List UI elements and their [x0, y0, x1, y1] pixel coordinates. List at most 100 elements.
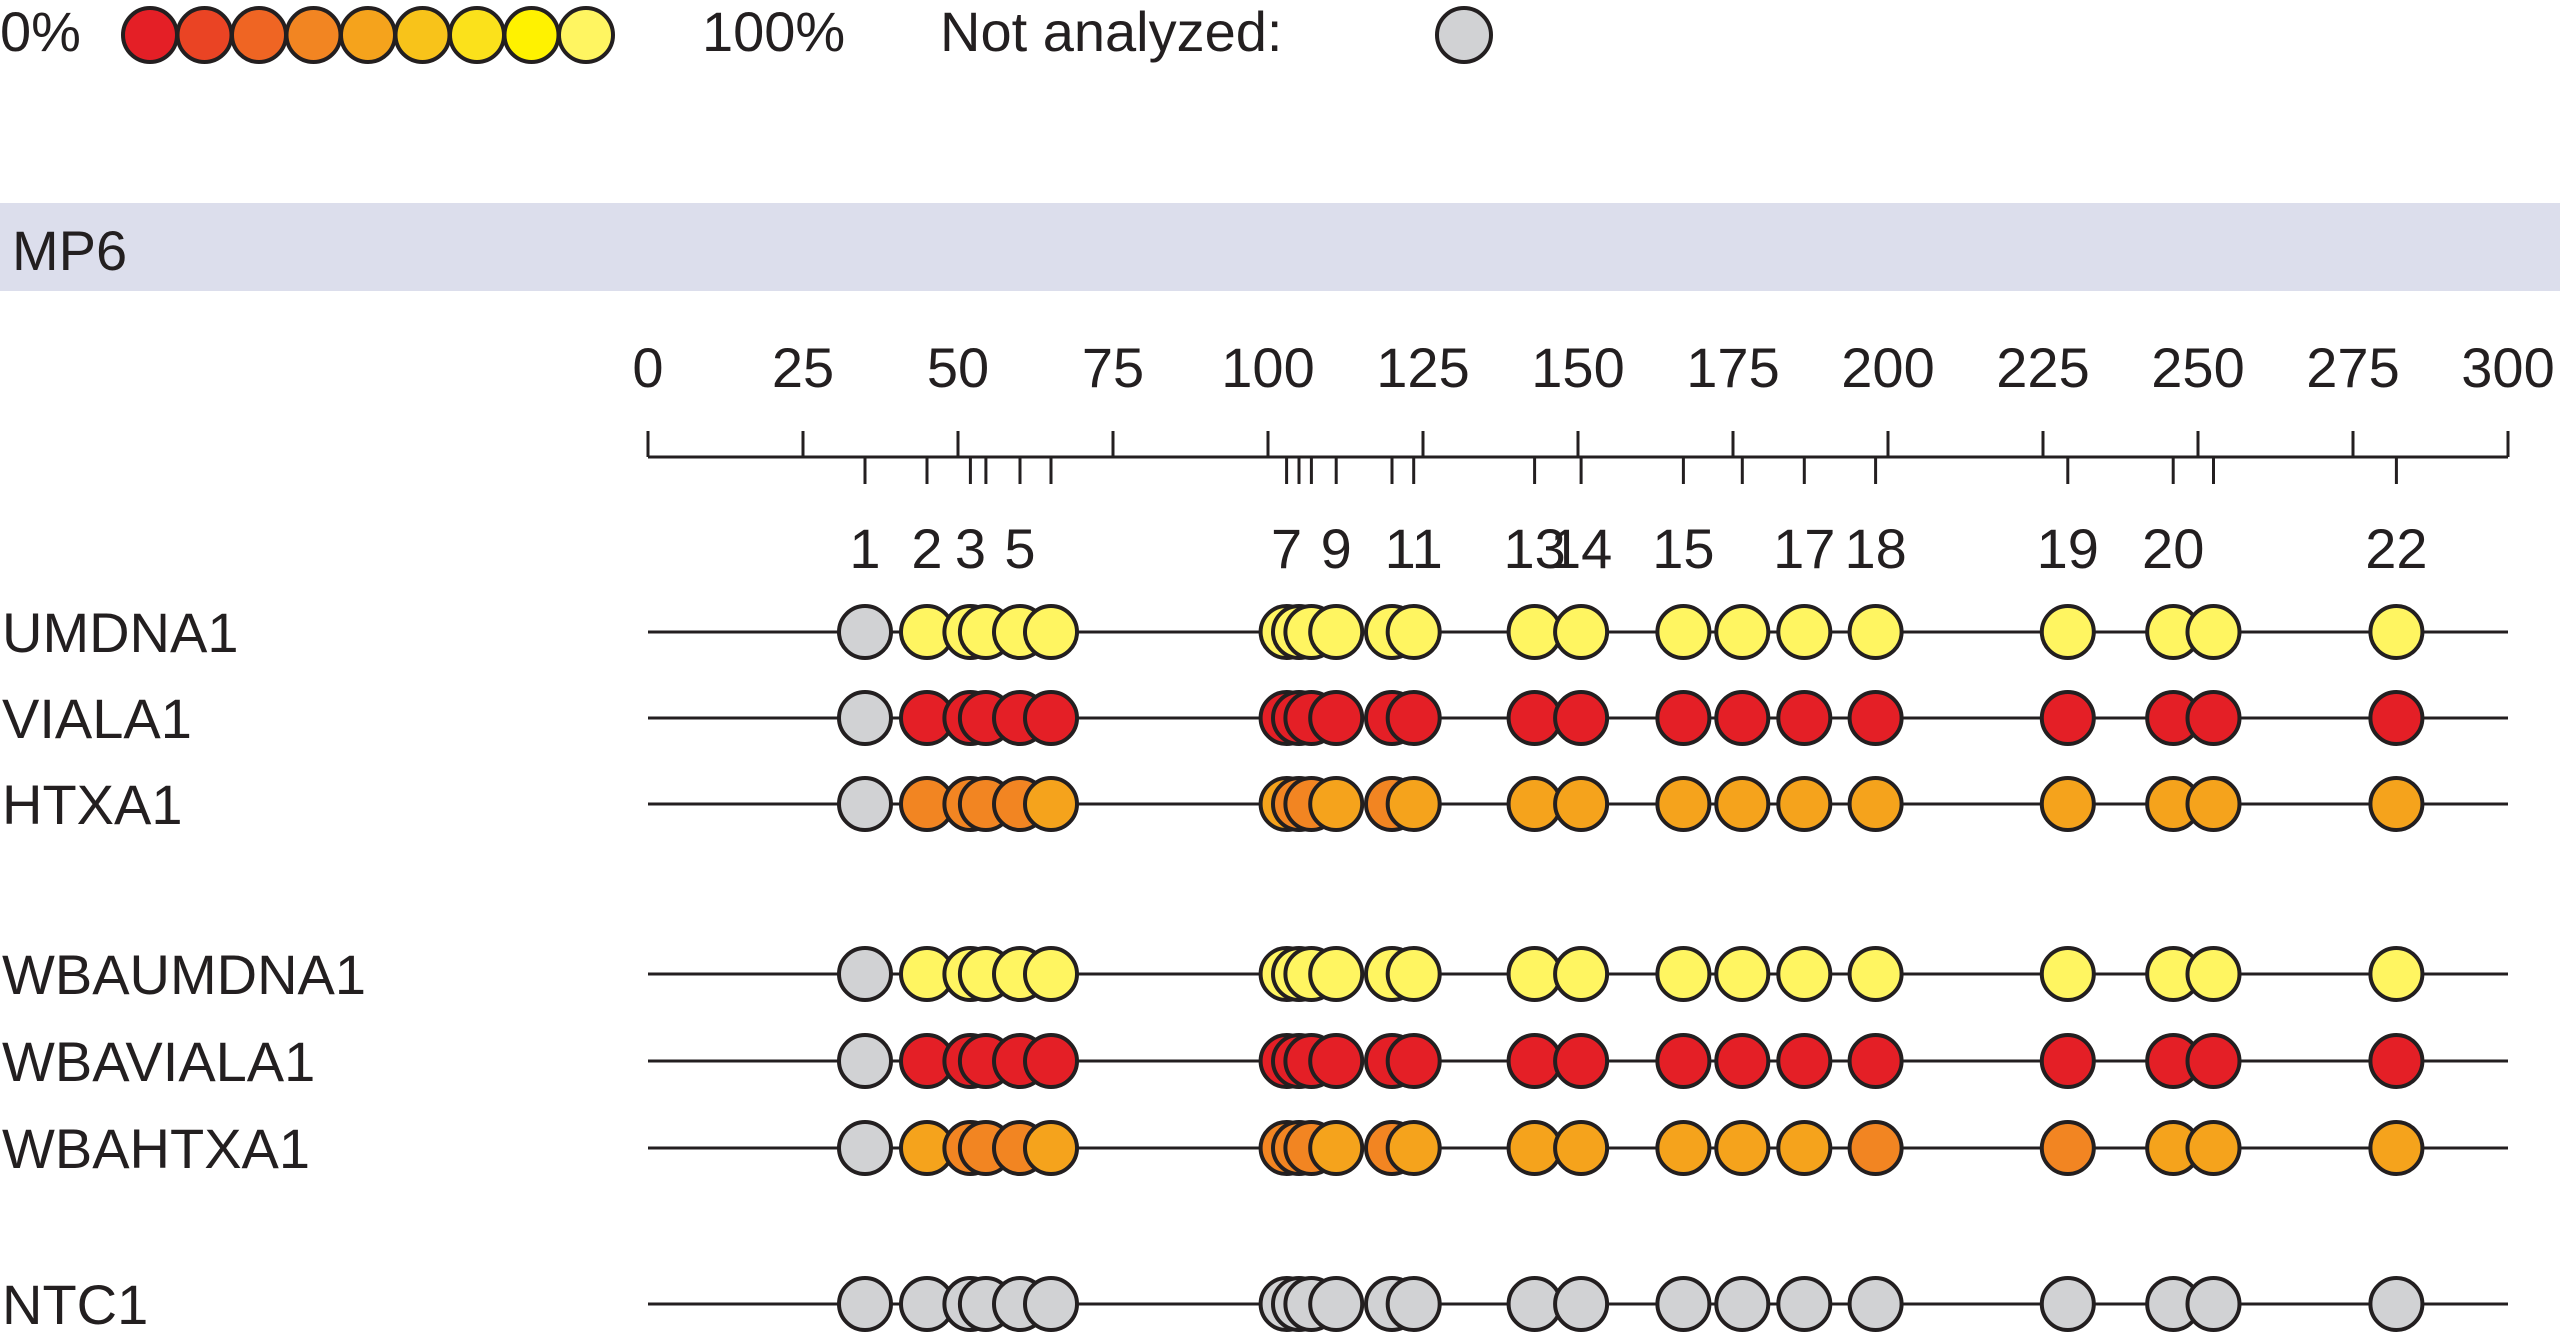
cpg-site-dot — [1776, 604, 1833, 660]
cpg-site-dot — [1776, 690, 1833, 746]
cpg-site-dot — [1714, 604, 1771, 660]
axis-tick-label: 0 — [632, 336, 663, 399]
cpg-site-dot — [1308, 1276, 1365, 1332]
axis-tick-label: 75 — [1082, 336, 1144, 399]
cpg-site-dot — [837, 1120, 893, 1176]
legend-max-label: 100% — [702, 0, 845, 63]
axis-tick-label: 275 — [2306, 336, 2399, 399]
cpg-site-dot — [2185, 946, 2242, 1002]
cpg-site-dot — [1553, 1033, 1610, 1089]
site-label: 19 — [2037, 517, 2099, 580]
site-label: 9 — [1321, 517, 1352, 580]
cpg-site-dot — [1023, 776, 1079, 832]
cpg-site-dot — [1385, 1033, 1442, 1089]
legend: 0% 100% Not analyzed: — [0, 0, 1493, 64]
legend-scale-dot — [175, 6, 234, 64]
panel-header-background — [0, 203, 2560, 291]
cpg-site-dot — [1847, 604, 1904, 660]
site-label: 15 — [1652, 517, 1714, 580]
cpg-site-dot — [1506, 776, 1563, 832]
axis-tick-label: 175 — [1686, 336, 1779, 399]
site-label: 11 — [1385, 517, 1443, 580]
cpg-site-dot — [2185, 1276, 2242, 1332]
cpg-site-dot — [1385, 1276, 1442, 1332]
cpg-site-dot — [1847, 690, 1904, 746]
cpg-site-dot — [2185, 1033, 2242, 1089]
cpg-site-dot — [1655, 1033, 1712, 1089]
sample-name: WBAHTXA1 — [2, 1117, 310, 1180]
cpg-site-dot — [1655, 690, 1712, 746]
cpg-site-dot — [2368, 1120, 2425, 1176]
cpg-site-dot — [1714, 1033, 1771, 1089]
cpg-site-dot — [2039, 1033, 2096, 1089]
cpg-site-dot — [1714, 1276, 1771, 1332]
cpg-site-dot — [1776, 776, 1833, 832]
cpg-site-dot — [1776, 1033, 1833, 1089]
cpg-site-dot — [2368, 776, 2425, 832]
site-label: 1 — [849, 517, 880, 580]
legend-not-analyzed-label: Not analyzed: — [940, 0, 1282, 63]
cpg-site-dot — [837, 604, 893, 660]
cpg-site-dot — [1655, 1120, 1712, 1176]
site-label: 5 — [1004, 517, 1035, 580]
cpg-site-dot — [1714, 776, 1771, 832]
cpg-site-dot — [2039, 776, 2096, 832]
site-label: 13 — [1503, 517, 1565, 580]
axis-tick-label: 50 — [927, 336, 989, 399]
legend-scale-dot — [230, 6, 288, 64]
sample-rows: UMDNA1 VIALA1 HTXA1 WBAUMDNA1 WBAVIALA1 WBAHT… — [2, 601, 2508, 1336]
cpg-site-dot — [837, 946, 893, 1002]
cpg-site-dot — [1847, 1033, 1904, 1089]
cpg-site-dot — [1714, 1120, 1771, 1176]
axis-tick-label: 100 — [1221, 336, 1314, 399]
cpg-site-dot — [1655, 1276, 1712, 1332]
cpg-site-dot — [1553, 1120, 1610, 1176]
cpg-site-dot — [2185, 690, 2242, 746]
cpg-site-dot — [1023, 946, 1079, 1002]
cpg-site-dot — [1655, 946, 1712, 1002]
panel-title: MP6 — [12, 219, 127, 282]
sample-name: HTXA1 — [2, 773, 183, 836]
cpg-site-dot — [2039, 604, 2096, 660]
sample-name: NTC1 — [2, 1273, 148, 1336]
cpg-site-dot — [1308, 946, 1365, 1002]
axis-tick-label: 25 — [772, 336, 834, 399]
axis-tick-label: 150 — [1531, 336, 1624, 399]
legend-color-scale — [121, 6, 615, 64]
cpg-site-dot — [2368, 690, 2425, 746]
cpg-site-dot — [2368, 946, 2425, 1002]
cpg-site-dot — [1776, 946, 1833, 1002]
cpg-site-dot — [837, 776, 893, 832]
cpg-site-dot — [2185, 1120, 2242, 1176]
cpg-site-dot — [1506, 690, 1563, 746]
cpg-site-dot — [1023, 1033, 1079, 1089]
cpg-site-dot — [1553, 946, 1610, 1002]
sample-row: UMDNA1 — [2, 601, 2508, 664]
cpg-site-dot — [1506, 1120, 1563, 1176]
cpg-site-dot — [1714, 946, 1771, 1002]
position-axis: 0 25 50 75 100 125 150 175 200 225 250 275 300 — [632, 336, 2555, 459]
cpg-site-dot — [2368, 604, 2425, 660]
legend-scale-dot — [502, 6, 561, 64]
cpg-site-dot — [1847, 1120, 1904, 1176]
axis-tick-label: 200 — [1841, 336, 1934, 399]
axis-tick-label: 225 — [1996, 336, 2089, 399]
cpg-site-dot — [1308, 1120, 1365, 1176]
legend-scale-dot — [557, 6, 615, 64]
sample-name: VIALA1 — [2, 687, 192, 750]
sample-row: WBAHTXA1 — [2, 1117, 2508, 1180]
cpg-site-dot — [1655, 604, 1712, 660]
cpg-site-dot — [1385, 776, 1442, 832]
sample-row: NTC1 — [2, 1273, 2508, 1336]
sample-row: HTXA1 — [2, 773, 2508, 836]
cpg-site-dot — [1023, 690, 1079, 746]
legend-not-analyzed-dot — [1435, 6, 1493, 64]
cpg-site-dot — [1847, 946, 1904, 1002]
axis-tick-label: 300 — [2461, 336, 2554, 399]
cpg-site-dot — [1385, 690, 1442, 746]
site-label: 18 — [1844, 517, 1906, 580]
sample-row: WBAVIALA1 — [2, 1030, 2508, 1093]
legend-scale-dot — [121, 6, 179, 64]
cpg-site-dot — [837, 1033, 893, 1089]
